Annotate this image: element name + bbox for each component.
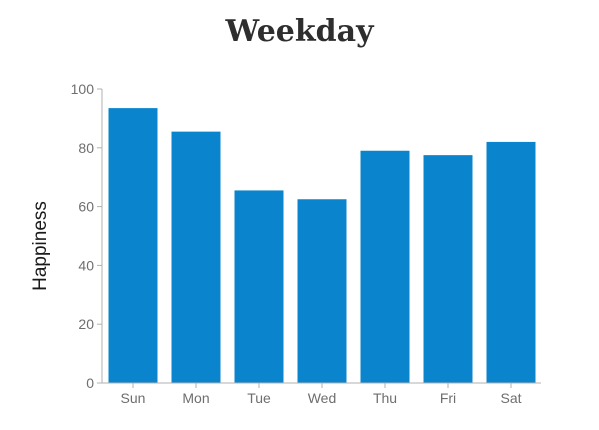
bar-wed [297,199,347,383]
x-tick-label-sat: Sat [500,390,521,406]
x-tick-label-mon: Mon [182,390,209,406]
y-tick-label-40: 40 [78,257,94,273]
x-tick-label-tue: Tue [247,390,271,406]
y-tick-label-80: 80 [78,140,94,156]
bars-group [108,108,536,384]
bar-sun [108,108,158,384]
bar-thu [360,150,410,383]
y-tick-label-0: 0 [86,375,94,391]
bar-sat [486,141,536,383]
x-axis: Sun Mon Tue Wed Thu Fri Sat [102,382,541,406]
chart-title: Weekday [225,14,374,49]
y-axis-title: Happiness [30,201,51,291]
bar-fri [423,155,473,383]
x-tick-label-wed: Wed [308,390,337,406]
x-tick-label-fri: Fri [440,390,456,406]
bar-mon [171,131,221,383]
y-tick-label-100: 100 [71,81,95,97]
x-tick-label-sun: Sun [121,390,146,406]
bar-tue [234,190,284,383]
y-tick-label-60: 60 [78,199,94,215]
x-tick-label-thu: Thu [373,390,397,406]
y-axis: 0 20 40 60 80 100 [71,81,103,391]
y-tick-label-20: 20 [78,316,94,332]
